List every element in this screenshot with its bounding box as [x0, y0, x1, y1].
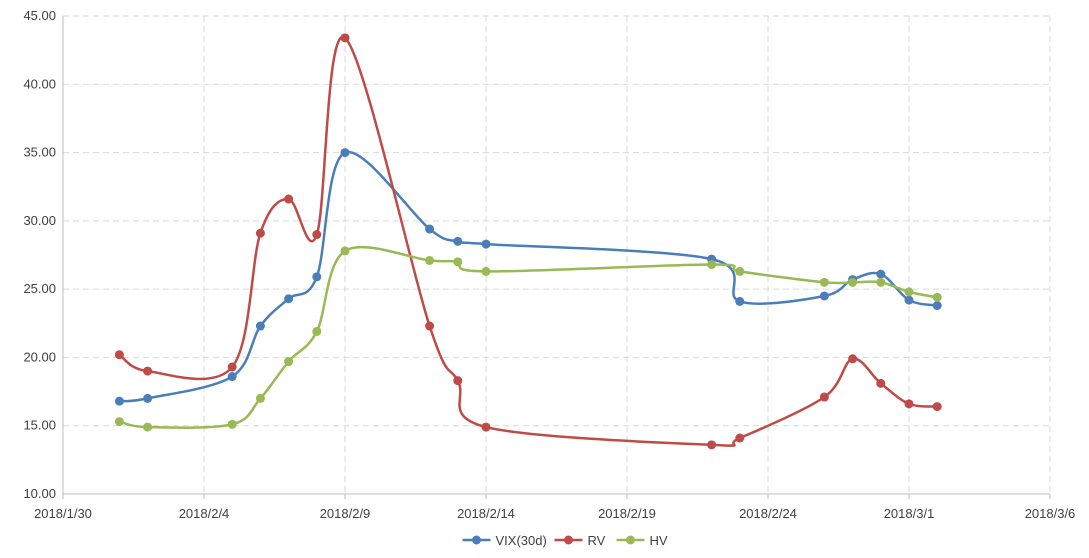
series-hv: [114, 245, 942, 432]
data-point-rv: [481, 422, 491, 432]
y-tick-label: 40.00: [23, 76, 56, 91]
data-point-vix-30d: [876, 269, 886, 279]
x-tick-label: 2018/2/9: [320, 506, 371, 521]
series-line-rv: [118, 36, 939, 447]
data-point-vix-30d: [143, 393, 153, 403]
y-tick-label: 30.00: [23, 213, 56, 228]
data-point-vix-30d: [453, 236, 463, 246]
axes: [62, 16, 1051, 499]
data-point-vix-30d: [284, 294, 294, 304]
data-point-hv: [114, 417, 124, 427]
data-point-hv: [340, 246, 350, 256]
x-tick-label: 2018/2/19: [598, 506, 656, 521]
legend-item-hv: HV: [616, 533, 668, 548]
data-point-vix-30d: [227, 372, 237, 382]
data-point-rv: [340, 33, 350, 43]
x-axis-tick-labels: 2018/1/30 2018/2/4 2018/2/9 2018/2/14 2018/2…: [34, 506, 1075, 521]
data-point-rv: [143, 366, 153, 376]
data-point-rv: [227, 362, 237, 372]
data-point-hv: [227, 419, 237, 429]
data-point-vix-30d: [904, 295, 914, 305]
legend-item-vix-30d: VIX(30d): [462, 533, 547, 548]
data-point-vix-30d: [114, 396, 124, 406]
series-vix-30d: [114, 148, 942, 406]
data-point-hv: [735, 266, 745, 276]
data-point-rv: [453, 376, 463, 386]
legend-label-vix-30d: VIX(30d): [496, 533, 547, 548]
grid-lines: [63, 15, 1051, 494]
data-point-rv: [819, 392, 829, 402]
x-tick-label: 2018/2/24: [739, 506, 797, 521]
y-tick-label: 15.00: [23, 418, 56, 433]
data-point-hv: [707, 260, 717, 270]
y-tick-label: 45.00: [23, 8, 56, 23]
data-point-hv: [284, 357, 294, 367]
data-point-hv: [848, 277, 858, 287]
legend: VIX(30d) RV HV: [462, 533, 668, 548]
data-point-rv: [284, 194, 294, 204]
data-point-rv: [114, 350, 124, 360]
data-point-rv: [932, 402, 942, 412]
data-point-vix-30d: [481, 239, 491, 249]
data-point-vix-30d: [312, 272, 322, 282]
y-tick-label: 10.00: [23, 486, 56, 501]
data-point-rv: [255, 228, 265, 238]
data-point-hv: [481, 266, 491, 276]
data-point-hv: [312, 326, 322, 336]
data-point-vix-30d: [735, 296, 745, 306]
legend-marker-vix-30d: [472, 535, 481, 545]
data-point-rv: [707, 440, 717, 450]
x-tick-label: 2018/2/4: [179, 506, 230, 521]
series-line-hv: [118, 245, 939, 429]
data-series: [114, 33, 942, 450]
x-tick-label: 2018/2/14: [457, 506, 515, 521]
data-point-hv: [425, 255, 435, 265]
data-point-vix-30d: [932, 301, 942, 311]
y-tick-label: 35.00: [23, 145, 56, 160]
series-line-vix-30d: [118, 150, 939, 403]
legend-marker-rv: [564, 535, 573, 545]
series-rv: [114, 33, 942, 450]
data-point-hv: [255, 393, 265, 403]
x-tick-label: 2018/3/1: [884, 506, 935, 521]
data-point-hv: [904, 287, 914, 297]
data-point-rv: [904, 399, 914, 409]
data-point-rv: [425, 321, 435, 331]
data-point-vix-30d: [819, 291, 829, 301]
y-tick-label: 25.00: [23, 281, 56, 296]
y-tick-label: 20.00: [23, 349, 56, 364]
legend-marker-hv: [626, 535, 635, 545]
data-point-vix-30d: [340, 148, 350, 158]
data-point-hv: [876, 277, 886, 287]
x-tick-label: 2018/3/6: [1025, 506, 1076, 521]
data-point-hv: [453, 257, 463, 267]
legend-label-hv: HV: [650, 533, 668, 548]
data-point-rv: [876, 378, 886, 388]
data-point-hv: [819, 277, 829, 287]
x-tick-label: 2018/1/30: [34, 506, 92, 521]
legend-label-rv: RV: [588, 533, 606, 548]
data-point-rv: [735, 433, 745, 443]
y-axis-tick-labels: 10.00 15.00 20.00 25.00 30.00 35.00 40.00 45.00: [23, 8, 56, 501]
data-point-vix-30d: [255, 321, 265, 331]
legend-item-rv: RV: [554, 533, 606, 548]
data-point-hv: [932, 292, 942, 302]
data-point-rv: [848, 354, 858, 364]
data-point-rv: [312, 230, 322, 240]
data-point-vix-30d: [425, 224, 435, 234]
data-point-hv: [143, 422, 153, 432]
